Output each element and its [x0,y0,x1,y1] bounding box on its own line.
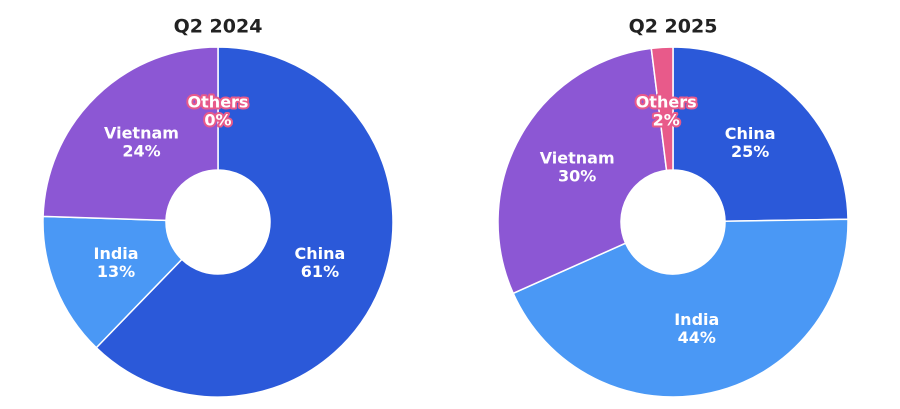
value-label: 13% [97,262,135,281]
slice-label: Others [188,93,249,112]
slice-label: China [295,244,346,263]
chart-title: Q2 2025 [629,16,718,38]
value-label: 24% [122,141,160,160]
donut-hole [621,170,725,274]
value-label: 44% [678,328,716,347]
value-label: 2% [653,111,680,130]
slice-label: China [725,124,776,143]
slice-label: Vietnam [540,148,615,167]
value-label: 61% [301,262,339,281]
value-label: 30% [558,166,596,185]
value-label: 25% [731,142,769,161]
donut-hole [166,170,270,274]
value-label: 0% [204,111,231,130]
slice-label: Vietnam [104,123,179,142]
slice-label: Others [636,93,697,112]
slice-label: India [674,310,719,329]
chart-title: Q2 2024 [174,16,263,38]
slice-label: India [94,244,139,263]
